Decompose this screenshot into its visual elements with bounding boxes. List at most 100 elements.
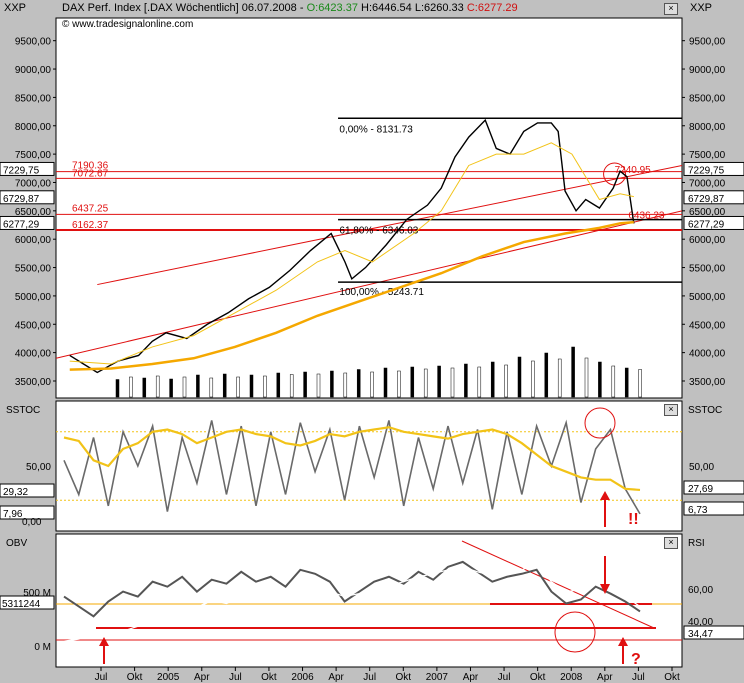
- volume-bar: [316, 373, 321, 398]
- stoch-marker-label: 29,32: [3, 487, 28, 498]
- x-tick-label: Apr: [463, 672, 479, 683]
- volume-bar: [370, 371, 374, 398]
- stoch-marker-box: [0, 505, 55, 520]
- obv-rsi-line: [63, 560, 641, 618]
- price-marker-label: 6729,87: [3, 194, 40, 205]
- low-value: L:6260.33: [414, 2, 464, 14]
- volume-bar: [236, 376, 240, 398]
- symbol-right: XXP: [690, 2, 713, 14]
- y-tick-label: 50,00: [689, 462, 714, 473]
- x-tick-label: Okt: [261, 672, 277, 683]
- rsi-marker-label: 34,47: [688, 629, 713, 640]
- annotation-label: 7240.95: [615, 165, 652, 176]
- price-marker-box: [683, 161, 744, 176]
- x-tick-label: Okt: [127, 672, 143, 683]
- x-tick-label: Apr: [597, 672, 613, 683]
- y-tick-label: 5500,00: [689, 264, 726, 275]
- y-tick-label: 4500,00: [689, 320, 726, 331]
- y-tick-label: 500 M: [23, 588, 51, 599]
- x-tick-label: Apr: [328, 672, 344, 683]
- level-label: 6437.25: [72, 203, 109, 214]
- volume-bar: [490, 361, 495, 398]
- price-marker-box: [0, 215, 55, 230]
- price-marker-label: 6277,29: [688, 219, 725, 230]
- price-panel: [55, 17, 683, 399]
- volume-bar: [423, 368, 428, 398]
- volume-bar: [142, 377, 147, 398]
- x-tick-label: Apr: [194, 672, 210, 683]
- y-tick-label: 5500,00: [15, 264, 52, 275]
- watermark: © www.tradesignalonline.com: [62, 19, 194, 30]
- x-tick-label: Jul: [229, 672, 242, 683]
- y-tick-label: 5000,00: [15, 292, 52, 303]
- x-tick-label: Jul: [363, 672, 376, 683]
- volume-bar: [356, 369, 361, 398]
- open-value: O:6423.37: [306, 2, 358, 14]
- x-tick-label: Okt: [530, 672, 546, 683]
- volume-bar: [517, 356, 522, 398]
- volume-bar: [638, 369, 642, 398]
- obv-marker-box: [0, 595, 55, 610]
- stoch-marker-label: 7,96: [3, 509, 23, 520]
- y-tick-label: 50,00: [26, 462, 51, 473]
- trendline-lower: [55, 210, 683, 359]
- trendline-upper: [97, 164, 683, 286]
- panel-title: SSTOC: [688, 405, 722, 416]
- obv-rsi-line: [63, 563, 641, 642]
- price-marker-label: 6277,29: [3, 219, 40, 230]
- highlight-circle: [554, 611, 596, 653]
- y-tick-label: 9000,00: [15, 65, 52, 76]
- stoch-line: [63, 419, 641, 515]
- volume-bar: [330, 370, 334, 398]
- rsi-marker-box: [683, 625, 744, 640]
- price-marker-box: [0, 190, 55, 205]
- y-tick-label: 6000,00: [689, 235, 726, 246]
- volume-bar: [249, 374, 254, 398]
- x-tick-label: 2007: [426, 672, 449, 683]
- volume-bar: [209, 377, 214, 398]
- volume-bar: [169, 378, 173, 398]
- high-value: H:6446.54: [361, 2, 412, 14]
- stoch-marker-box: [683, 480, 744, 495]
- stoch-line: [63, 414, 641, 510]
- fib-label: 61,80% - 6346.03: [339, 226, 418, 237]
- y-tick-label: 7000,00: [689, 178, 726, 189]
- price-marker-box: [683, 190, 744, 205]
- series-line: [69, 118, 635, 374]
- y-tick-label: 4000,00: [15, 349, 52, 360]
- symbol-left: XXP: [4, 2, 27, 14]
- volume-bar: [115, 379, 120, 398]
- y-tick-label: 6500,00: [689, 207, 726, 218]
- x-tick-label: Okt: [396, 672, 412, 683]
- y-tick-label: 40,00: [688, 617, 713, 628]
- arrow-head: [600, 584, 610, 594]
- price-marker-label: 6729,87: [688, 194, 725, 205]
- y-tick-label: 3500,00: [689, 377, 726, 388]
- y-tick-label: 9500,00: [689, 37, 726, 48]
- volume-bar: [343, 372, 348, 398]
- sstoc-close-icon[interactable]: ×: [664, 404, 678, 416]
- y-tick-label: 0 M: [34, 642, 51, 653]
- y-tick-label: 8500,00: [15, 93, 52, 104]
- obv-close-icon[interactable]: ×: [664, 537, 678, 549]
- sstoc-panel: [55, 400, 683, 532]
- arrow-head: [600, 491, 610, 500]
- y-tick-label: 3500,00: [15, 377, 52, 388]
- volume-bar: [303, 371, 307, 398]
- y-tick-label: 8000,00: [689, 122, 726, 133]
- series-line: [69, 142, 634, 365]
- y-tick-label: 6000,00: [15, 235, 52, 246]
- y-tick-label: 7500,00: [15, 150, 52, 161]
- x-tick-label: Okt: [664, 672, 680, 683]
- volume-bar: [557, 358, 562, 398]
- panel-title: RSI: [688, 538, 705, 549]
- volume-bar: [437, 365, 441, 398]
- price-marker-label: 7229,75: [3, 165, 40, 176]
- volume-bar: [182, 376, 187, 398]
- volume-bar: [289, 374, 294, 398]
- arrow-head: [618, 637, 628, 646]
- close-icon[interactable]: ×: [664, 3, 678, 15]
- volume-bar: [531, 360, 535, 398]
